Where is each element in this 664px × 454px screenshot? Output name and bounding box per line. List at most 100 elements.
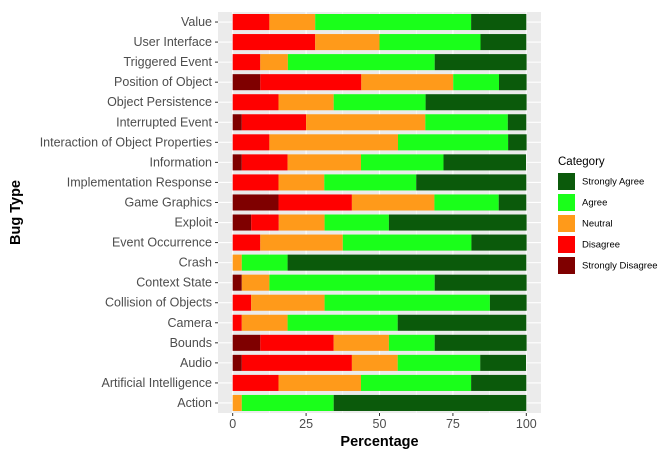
bar-segment-game-graphics-strongly-agree (498, 194, 527, 211)
bar-segment-position-of-object-neutral (361, 74, 454, 91)
bar-segment-object-persistence-disagree (232, 94, 279, 111)
bar-segment-interaction-of-object-properties-agree (397, 134, 509, 151)
bar-segment-interrupted-event-strongly-agree (507, 114, 527, 131)
bar-segment-exploit-strongly-disagree (232, 214, 252, 231)
bar-segment-position-of-object-strongly-disagree (232, 74, 261, 91)
bar-segment-event-occurrence-neutral (260, 234, 343, 251)
bar-segment-triggered-event-neutral (260, 54, 288, 71)
bar-segment-event-occurrence-strongly-agree (471, 234, 527, 251)
bar-segment-collision-of-objects-strongly-agree (489, 294, 527, 311)
bar-segment-artificial-intelligence-neutral (278, 374, 362, 391)
bar-segment-value-agree (315, 14, 472, 31)
y-tick-label-interrupted-event: Interrupted Event (116, 115, 212, 129)
y-axis-title: Bug Type (8, 180, 24, 245)
x-tick-label-25: 25 (299, 417, 313, 431)
y-tick-label-action: Action (177, 396, 212, 410)
bar-segment-camera-strongly-agree (397, 314, 527, 331)
bar-segment-interrupted-event-disagree (241, 114, 307, 131)
bar-segment-context-state-strongly-disagree (232, 274, 242, 291)
bar-segment-user-interface-disagree (232, 34, 316, 51)
bar-segment-crash-neutral (232, 254, 242, 271)
y-tick-label-crash: Crash (179, 256, 212, 270)
bar-segment-interrupted-event-agree (425, 114, 508, 131)
bar-segment-implementation-response-disagree (232, 174, 279, 191)
bar-segment-position-of-object-strongly-agree (499, 74, 527, 91)
bar-segment-camera-neutral (241, 314, 288, 331)
bar-segment-interaction-of-object-properties-disagree (232, 134, 270, 151)
y-tick-label-position-of-object: Position of Object (114, 75, 212, 89)
legend: Category Strongly Agree Agree Neutral Disagr… (558, 156, 658, 274)
bar-segment-audio-neutral (351, 354, 398, 371)
bar-segment-implementation-response-strongly-agree (416, 174, 527, 191)
y-tick-label-game-graphics: Game Graphics (124, 195, 212, 209)
bar-segment-context-state-strongly-agree (434, 274, 527, 291)
x-tick-label-50: 50 (373, 417, 387, 431)
bar-segment-collision-of-objects-agree (324, 294, 490, 311)
bars (232, 14, 527, 411)
bar-segment-audio-strongly-disagree (232, 354, 242, 371)
bar-segment-bounds-strongly-agree (434, 334, 527, 351)
bar-segment-artificial-intelligence-disagree (232, 374, 279, 391)
bar-segment-game-graphics-neutral (351, 194, 435, 211)
y-tick-label-exploit: Exploit (174, 216, 212, 230)
bar-segment-game-graphics-disagree (278, 194, 352, 211)
bar-segment-audio-strongly-agree (480, 354, 527, 371)
bar-segment-position-of-object-disagree (260, 74, 362, 91)
legend-swatch-agree (558, 194, 575, 211)
bar-segment-bounds-neutral (333, 334, 389, 351)
bar-segment-implementation-response-agree (324, 174, 417, 191)
bar-segment-event-occurrence-agree (342, 234, 472, 251)
legend-swatch-strongly-agree (558, 173, 575, 190)
bar-segment-crash-strongly-agree (287, 254, 527, 271)
bar-segment-triggered-event-strongly-agree (434, 54, 527, 71)
bar-segment-information-neutral (287, 154, 362, 171)
bar-segment-camera-disagree (232, 314, 242, 331)
bar-segment-exploit-disagree (251, 214, 279, 231)
legend-swatch-strongly-disagree (558, 257, 575, 274)
bar-segment-interrupted-event-strongly-disagree (232, 114, 242, 131)
bar-segment-triggered-event-disagree (232, 54, 261, 71)
bar-segment-user-interface-neutral (315, 34, 380, 51)
x-axis-title: Percentage (340, 434, 418, 449)
y-tick-label-object-persistence: Object Persistence (107, 95, 212, 109)
bar-segment-action-strongly-agree (333, 394, 527, 411)
bar-segment-object-persistence-neutral (278, 94, 334, 111)
legend-label-neutral: Neutral (582, 219, 613, 230)
y-tick-label-value: Value (181, 15, 212, 29)
bar-segment-action-agree (241, 394, 334, 411)
bar-segment-user-interface-agree (379, 34, 481, 51)
bar-segment-interaction-of-object-properties-strongly-agree (508, 134, 527, 151)
bar-segment-collision-of-objects-neutral (251, 294, 325, 311)
bar-segment-information-agree (361, 154, 444, 171)
y-tick-label-interaction-of-object-properties: Interaction of Object Properties (40, 135, 212, 149)
bar-segment-audio-disagree (241, 354, 352, 371)
x-tick-label-75: 75 (446, 417, 460, 431)
bar-segment-information-strongly-disagree (232, 154, 242, 171)
y-tick-label-triggered-event: Triggered Event (124, 55, 213, 69)
legend-title: Category (558, 156, 605, 168)
bar-segment-artificial-intelligence-agree (361, 374, 472, 391)
y-tick-label-event-occurrence: Event Occurrence (112, 236, 212, 250)
bar-segment-value-disagree (232, 14, 270, 31)
bar-segment-context-state-agree (269, 274, 435, 291)
y-tick-label-context-state: Context State (136, 276, 212, 290)
bar-segment-audio-agree (397, 354, 481, 371)
bar-segment-bounds-agree (388, 334, 435, 351)
bar-segment-artificial-intelligence-strongly-agree (471, 374, 527, 391)
bar-segment-bounds-strongly-disagree (232, 334, 261, 351)
bar-segment-interaction-of-object-properties-neutral (269, 134, 398, 151)
y-axis: Value User Interface Triggered Event Positi… (40, 15, 218, 410)
bar-segment-triggered-event-agree (287, 54, 435, 71)
bar-segment-game-graphics-strongly-disagree (232, 194, 279, 211)
bar-segment-camera-agree (287, 314, 398, 331)
bar-segment-object-persistence-agree (333, 94, 426, 111)
y-tick-label-information: Information (149, 155, 212, 169)
y-tick-label-user-interface: User Interface (133, 35, 212, 49)
bar-segment-value-neutral (269, 14, 316, 31)
bar-segment-user-interface-strongly-agree (480, 34, 527, 51)
bar-segment-information-strongly-agree (443, 154, 527, 171)
bar-segment-information-disagree (241, 154, 288, 171)
y-tick-label-artificial-intelligence: Artificial Intelligence (102, 376, 213, 390)
bar-segment-crash-agree (241, 254, 288, 271)
